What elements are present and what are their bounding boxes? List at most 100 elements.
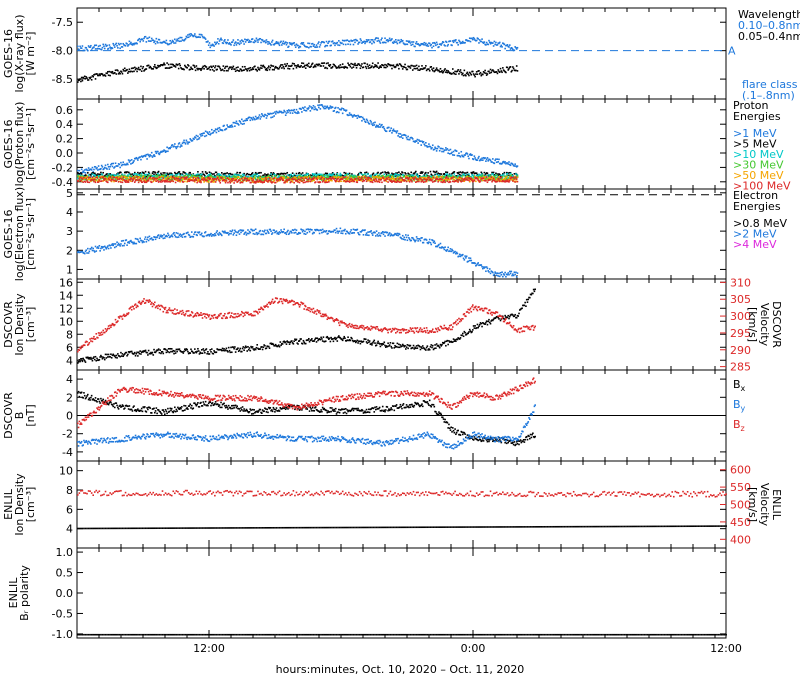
data-point bbox=[307, 42, 309, 45]
data-point bbox=[352, 115, 355, 117]
data-point bbox=[457, 172, 459, 175]
data-point bbox=[338, 65, 340, 67]
data-point bbox=[304, 175, 307, 177]
data-point bbox=[468, 37, 471, 40]
data-point bbox=[301, 180, 303, 183]
data-point bbox=[118, 43, 121, 46]
data-point bbox=[101, 166, 104, 168]
data-point bbox=[115, 174, 118, 177]
data-point bbox=[395, 178, 397, 180]
data-point bbox=[371, 124, 374, 127]
data-point bbox=[212, 44, 215, 46]
data-point bbox=[410, 44, 413, 46]
data-point bbox=[101, 46, 104, 49]
data-point bbox=[371, 42, 373, 45]
data-point bbox=[318, 63, 321, 66]
data-point bbox=[149, 154, 151, 156]
data-point bbox=[325, 176, 328, 179]
data-point bbox=[115, 180, 118, 182]
data-point bbox=[478, 174, 481, 177]
data-point bbox=[179, 64, 182, 67]
data-point bbox=[228, 174, 231, 176]
data-point bbox=[433, 70, 436, 73]
data-point bbox=[486, 181, 489, 184]
data-point bbox=[147, 180, 150, 182]
data-point bbox=[160, 151, 163, 153]
data-point bbox=[451, 151, 453, 154]
data-point bbox=[277, 42, 280, 45]
data-point bbox=[415, 178, 418, 180]
data-point bbox=[94, 166, 97, 168]
data-point bbox=[209, 133, 212, 136]
data-point bbox=[442, 150, 445, 153]
data-point bbox=[308, 62, 310, 65]
data-point bbox=[122, 42, 125, 45]
data-point bbox=[157, 170, 160, 173]
data-point bbox=[197, 173, 199, 175]
data-point bbox=[158, 176, 161, 179]
data-point bbox=[338, 111, 340, 114]
data-point bbox=[439, 43, 442, 45]
data-point bbox=[366, 40, 369, 43]
data-point bbox=[435, 67, 438, 69]
data-point bbox=[154, 236, 156, 238]
data-point bbox=[506, 175, 509, 177]
data-point bbox=[240, 181, 242, 184]
data-point bbox=[185, 173, 188, 175]
data-point bbox=[164, 151, 167, 153]
data-point bbox=[235, 174, 238, 176]
data-point bbox=[364, 40, 367, 43]
data-point bbox=[368, 39, 370, 41]
data-point bbox=[390, 64, 392, 67]
data-point bbox=[211, 173, 214, 175]
data-point bbox=[417, 178, 419, 181]
data-point bbox=[356, 39, 359, 42]
data-point bbox=[291, 180, 293, 182]
data-point bbox=[126, 162, 128, 165]
data-point bbox=[338, 40, 340, 42]
data-point bbox=[104, 164, 107, 167]
data-point bbox=[127, 171, 130, 174]
data-point bbox=[92, 179, 94, 181]
data-point bbox=[254, 171, 257, 174]
data-point bbox=[356, 181, 359, 184]
data-point bbox=[157, 181, 160, 183]
data-point bbox=[185, 35, 188, 38]
data-point bbox=[438, 149, 441, 152]
data-point bbox=[411, 64, 413, 67]
data-point bbox=[160, 236, 163, 238]
data-point bbox=[344, 176, 346, 178]
data-point bbox=[129, 43, 131, 45]
data-point bbox=[428, 143, 430, 145]
data-point bbox=[411, 43, 414, 46]
data-point bbox=[458, 73, 460, 75]
data-point bbox=[229, 181, 232, 184]
data-point bbox=[455, 39, 457, 41]
data-point bbox=[205, 134, 208, 137]
data-point bbox=[321, 181, 324, 183]
data-point bbox=[467, 73, 469, 76]
data-point bbox=[405, 43, 407, 46]
data-point bbox=[218, 175, 221, 178]
data-point bbox=[450, 177, 453, 180]
data-point bbox=[438, 69, 440, 72]
data-point bbox=[326, 172, 329, 175]
data-point bbox=[97, 181, 100, 183]
data-point bbox=[189, 35, 192, 37]
data-point bbox=[282, 178, 285, 180]
data-point bbox=[185, 139, 188, 142]
data-point bbox=[395, 65, 397, 68]
data-point bbox=[184, 235, 187, 238]
data-point bbox=[169, 66, 171, 69]
data-point bbox=[251, 172, 254, 174]
data-point bbox=[448, 174, 451, 176]
legend-title: Energies bbox=[733, 110, 781, 123]
data-point bbox=[131, 241, 134, 244]
data-point bbox=[364, 62, 366, 65]
data-point bbox=[120, 42, 122, 45]
data-point bbox=[320, 178, 322, 180]
data-point bbox=[371, 181, 374, 184]
data-point bbox=[425, 173, 428, 176]
data-point bbox=[304, 176, 307, 179]
data-point bbox=[210, 66, 213, 69]
